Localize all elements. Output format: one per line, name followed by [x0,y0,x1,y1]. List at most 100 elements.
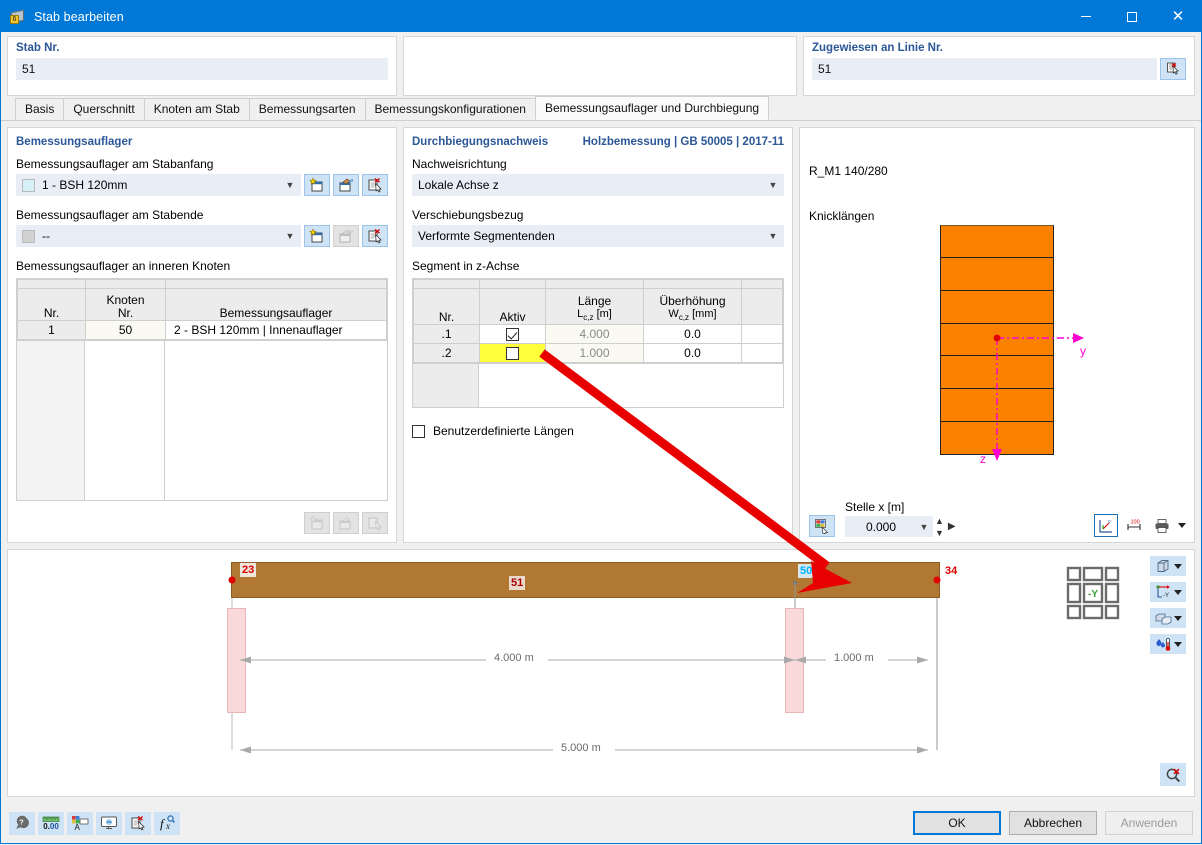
member-number-label: Stab Nr. [16,42,60,54]
header-strip: Stab Nr. 51 Zugewiesen an Linie Nr. 51 [1,32,1201,96]
direction-value: Lokale Achse z [418,178,499,192]
view-cube-icon: -Y [1066,566,1120,620]
location-stepper[interactable]: ▲ ▼ ▶ [935,516,956,538]
table-empty-area [17,340,387,500]
minimize-icon [1081,16,1091,17]
delete-support-start-button[interactable] [362,174,388,196]
cell-seg-aktiv[interactable] [479,324,546,344]
section-view-buttons: y 100 [1094,514,1186,537]
beam-diagram-panel[interactable]: 23 51 50 34 [7,549,1195,797]
segment-active-checkbox[interactable] [506,347,519,361]
cell-seg-nr: .2 [413,343,480,363]
edit-support-start-button[interactable] [333,174,359,196]
member-number-input[interactable]: 51 [16,58,388,80]
assigned-line-input[interactable]: 51 [812,58,1157,80]
view-cube-label: -Y [1088,589,1098,600]
axes-display-button[interactable]: y [1094,514,1118,537]
pick-line-button[interactable] [1160,58,1186,80]
col-knoten-nr: Knoten Nr. [85,288,166,321]
tab-bemessungskonfigurationen[interactable]: Bemessungskonfigurationen [364,98,536,120]
select-object-button[interactable] [125,811,151,835]
render-mode-icon [1155,613,1171,624]
cancel-button[interactable]: Abbrechen [1009,811,1097,835]
chevron-down-icon[interactable] [1173,641,1182,647]
chevron-down-icon[interactable]: ▼ [919,521,929,532]
chevron-down-icon[interactable] [1173,615,1182,621]
chevron-down-icon[interactable] [1173,563,1182,569]
reference-combo[interactable]: Verformte Segmentenden ▼ [412,225,784,247]
new-support-icon [309,228,323,243]
table-row[interactable]: 1 50 2 - BSH 120mm | Innenauflager [17,320,387,340]
inner-supports-table[interactable]: Nr. Knoten Nr. Bemessungsauflager 1 50 [16,278,388,501]
section-caption-line2: Knicklängen [809,209,875,223]
location-spinner[interactable]: 0.000 ▼ [845,516,933,537]
col-knoten-line2: Nr. [117,306,134,320]
help-button[interactable]: ? [9,811,35,835]
close-button[interactable]: ✕ [1155,1,1201,32]
display-settings-button[interactable] [96,811,122,835]
delete-support-end-button[interactable] [362,225,388,247]
support-start-combo[interactable]: 1 - BSH 120mm ▼ [16,174,301,196]
stepper-up-icon[interactable]: ▲ [935,515,944,526]
load-display-button[interactable] [1150,634,1186,654]
svg-text:100: 100 [1131,519,1140,525]
direction-combo[interactable]: Lokale Achse z ▼ [412,174,784,196]
new-support-start-button[interactable] [304,174,330,196]
zoom-reset-button[interactable] [1160,763,1186,786]
print-button[interactable] [1150,514,1174,537]
col-seg-ueber-subscript: c,z [678,313,690,322]
tab-bar: Basis Querschnitt Knoten am Stab Bemessu… [1,96,1201,121]
edit-support-icon [339,229,354,243]
stepper-down-icon[interactable]: ▼ [935,527,944,538]
col-seg-ueber-title: Überhöhung [659,293,726,308]
table-row[interactable]: .1 4.000 0.0 [413,324,783,344]
support-end-combo[interactable]: -- ▼ [16,225,301,247]
select-object-icon [131,815,145,831]
text-settings-button[interactable]: A [67,811,93,835]
cell-knoten-nr: 50 [85,320,166,340]
custom-lengths-row[interactable]: Benutzerdefinierte Längen [412,424,784,438]
tab-bemessungsauflager-und-durchbiegung[interactable]: Bemessungsauflager und Durchbiegung [534,96,770,120]
formula-button[interactable]: f x [154,811,180,835]
dimension-total: 5.000 m [556,742,606,754]
custom-lengths-label: Benutzerdefinierte Längen [433,424,574,438]
stepper-arrows[interactable]: ▲ ▼ [935,516,944,538]
design-code-label: Holzbemessung | GB 50005 | 2017-11 [582,136,784,148]
dimensions-button[interactable]: 100 [1122,514,1146,537]
edit-support-icon [339,178,354,192]
maximize-button[interactable] [1109,1,1155,32]
cell-seg-aktiv[interactable] [479,343,546,363]
footer-tools: ? 0.00 A [9,811,180,835]
tab-bemessungsarten[interactable]: Bemessungsarten [248,98,366,120]
print-dropdown-icon[interactable] [1178,523,1186,528]
render-settings-button[interactable] [809,515,835,537]
tab-querschnitt[interactable]: Querschnitt [63,98,145,120]
col-bemessungsauflager: Bemessungsauflager [165,288,387,321]
custom-lengths-checkbox[interactable] [412,424,425,438]
col-seg-aktiv: Aktiv [479,288,546,325]
support-start-value: 1 - BSH 120mm [42,178,128,192]
view-cube[interactable]: -Y [1066,566,1120,620]
title-bar: 6 Stab bearbeiten ✕ [1,1,1201,32]
chevron-down-icon[interactable] [1173,589,1182,595]
segment-active-checkbox[interactable] [506,328,519,342]
svg-text:f: f [160,816,166,831]
minimize-button[interactable] [1063,1,1109,32]
cell-seg-ueberhoehung[interactable]: 0.0 [643,324,742,344]
svg-text:y: y [1108,519,1111,525]
segment-table[interactable]: Nr. Aktiv Länge Lc,z [m] Überhöhung Wc,z… [412,278,784,408]
new-support-end-button[interactable] [304,225,330,247]
new-row-button [304,512,330,534]
ok-button[interactable]: OK [913,811,1001,835]
units-button[interactable]: 0.00 [38,811,64,835]
axis-view-button[interactable]: -Y [1150,582,1186,602]
table-row[interactable]: .2 1.000 0.0 [413,343,783,363]
stepper-next-icon[interactable]: ▶ [947,521,956,532]
cross-section-pane: R_M1 140/280 Knicklängen y [799,127,1195,543]
tab-knoten-am-stab[interactable]: Knoten am Stab [143,98,250,120]
cell-nr: 1 [17,320,86,340]
cell-seg-ueberhoehung[interactable]: 0.0 [643,343,742,363]
view-mode-button[interactable] [1150,556,1186,576]
tab-basis[interactable]: Basis [15,98,65,120]
render-mode-button[interactable] [1150,608,1186,628]
